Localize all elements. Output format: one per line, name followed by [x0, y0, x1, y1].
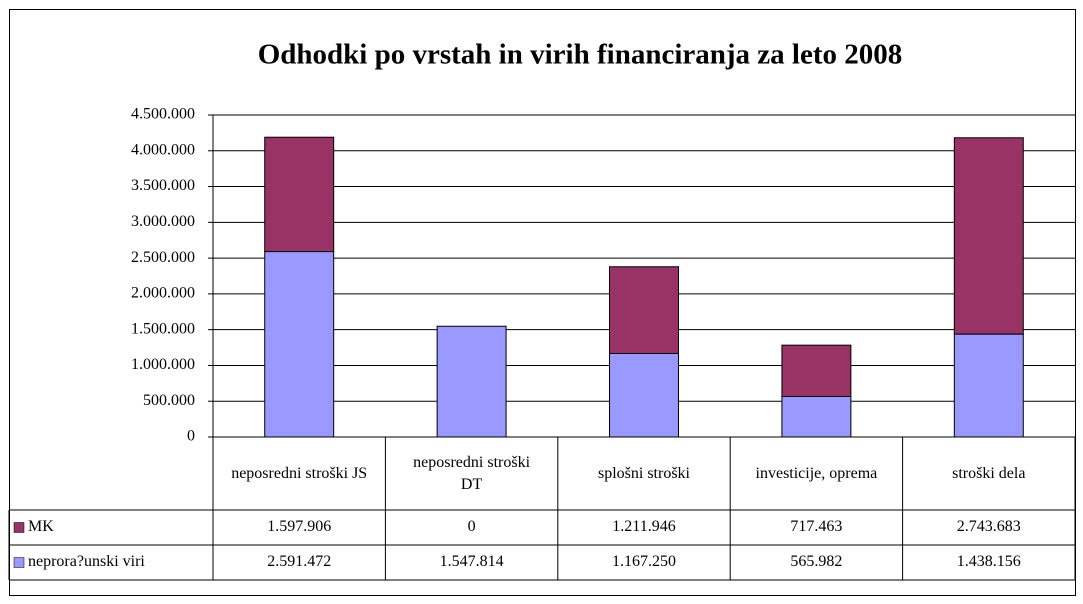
- data-label: 565.982: [790, 553, 842, 570]
- chart-title: Odhodki po vrstah in virih financiranja …: [258, 39, 903, 71]
- x-tick-label: neposredni stroški DT: [413, 453, 531, 493]
- bar-segment: [781, 344, 852, 398]
- y-tick-label: 3.000.000: [131, 213, 195, 230]
- chart-border: [9, 9, 1076, 596]
- bar-segment: [953, 333, 1024, 438]
- bar-segment: [609, 352, 679, 438]
- x-tick-label: neposredni stroški JS: [231, 464, 368, 482]
- data-label: 1.547.814: [440, 553, 504, 570]
- y-tick-label: 4.500.000: [131, 106, 195, 123]
- bar-segment: [436, 325, 507, 438]
- data-label: 2.591.472: [267, 553, 331, 570]
- legend-label: neprora?unski viri: [28, 553, 145, 570]
- data-label: 1.211.946: [612, 518, 675, 535]
- data-label: 1.438.156: [957, 553, 1021, 570]
- y-tick-label: 2.000.000: [131, 285, 195, 302]
- y-tick-label: 0: [187, 428, 195, 445]
- bar-segment: [609, 266, 679, 354]
- data-label: 717.463: [790, 518, 842, 535]
- x-tick-label: splošni stroški: [597, 464, 690, 482]
- data-label: 1.167.250: [612, 553, 676, 570]
- y-tick-label: 3.500.000: [131, 177, 195, 194]
- x-tick-label: investicije, oprema: [755, 464, 878, 482]
- data-label: 2.743.683: [957, 518, 1021, 535]
- bar-segment: [781, 396, 852, 438]
- bar-segment: [953, 137, 1024, 335]
- data-label: 1.597.906: [267, 518, 331, 535]
- y-tick-label: 500.000: [143, 392, 195, 409]
- legend-label: MK: [28, 518, 54, 535]
- legend-key: [13, 557, 25, 568]
- y-tick-label: 4.000.000: [131, 141, 195, 158]
- bar-segment: [264, 136, 335, 253]
- y-tick-label: 1.000.000: [131, 356, 195, 373]
- data-label: 0: [468, 518, 476, 535]
- x-tick-label: stroški dela: [952, 464, 1026, 482]
- y-tick-label: 1.500.000: [131, 320, 195, 337]
- y-tick-label: 2.500.000: [131, 249, 195, 266]
- legend-key: [13, 522, 25, 533]
- bar-segment: [264, 251, 335, 438]
